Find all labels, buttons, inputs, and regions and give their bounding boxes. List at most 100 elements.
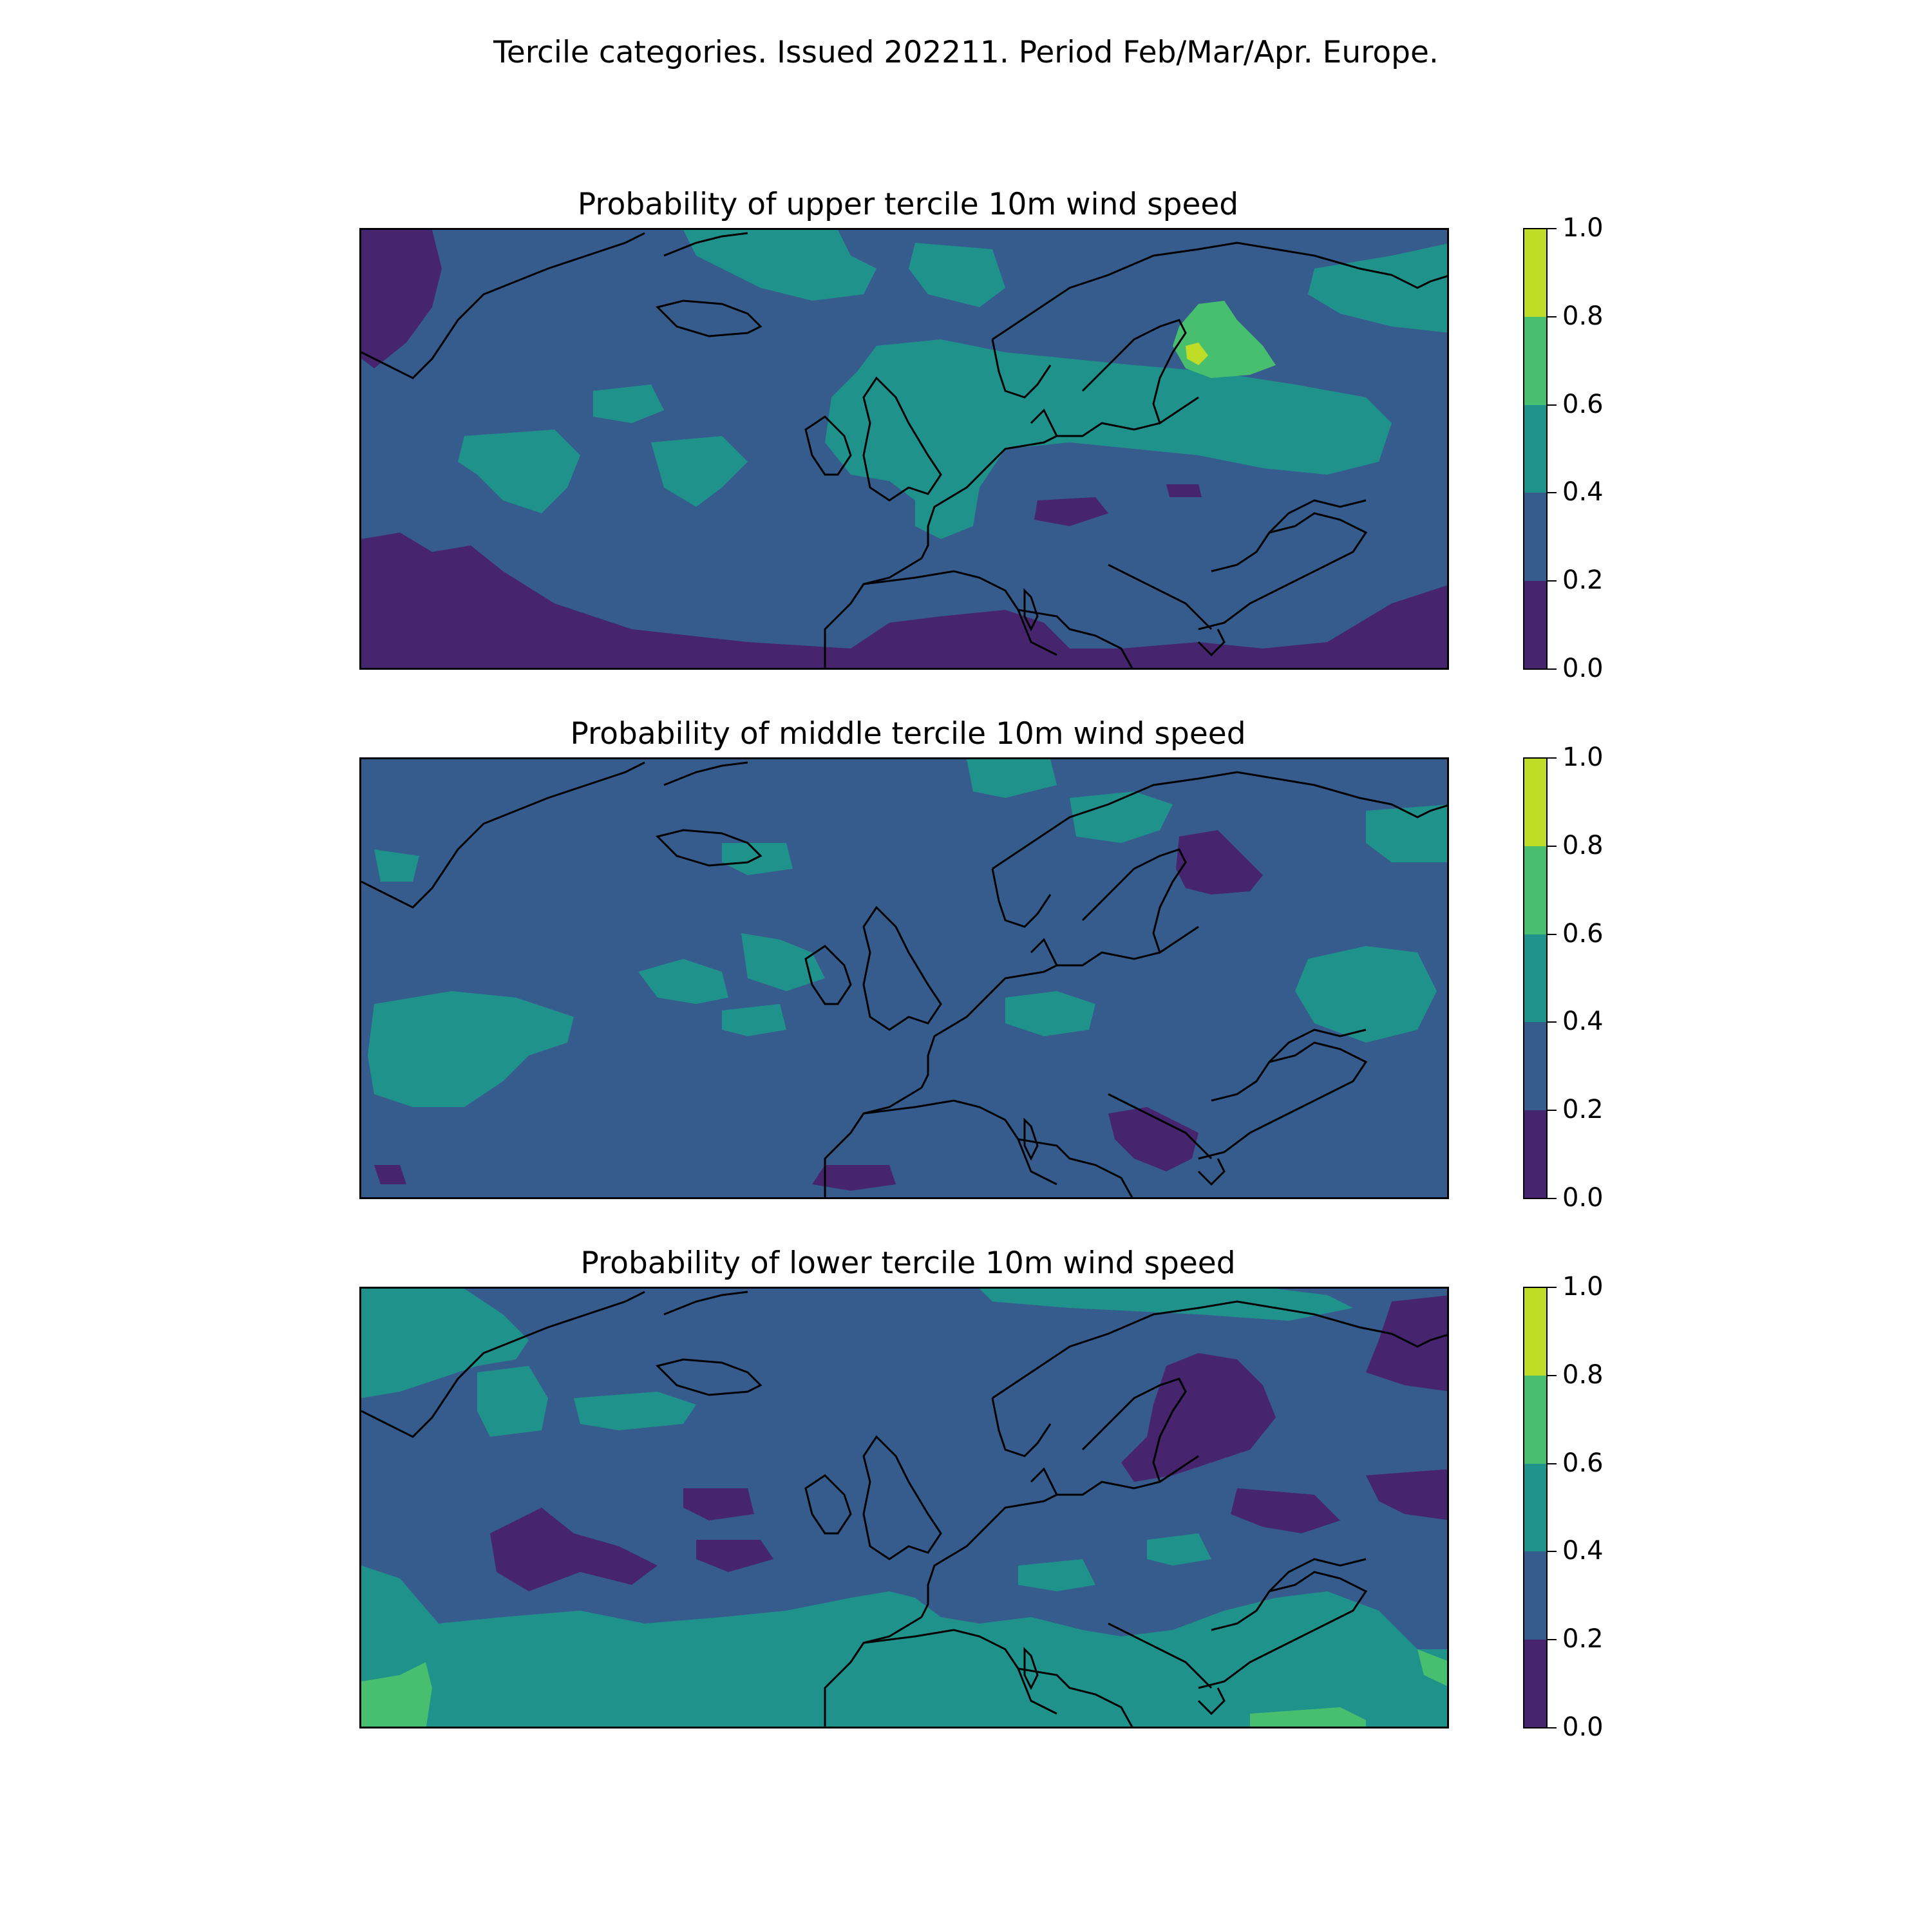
colorbar-segment — [1524, 404, 1546, 493]
panel-title: Probability of lower tercile 10m wind sp… — [580, 1245, 1236, 1281]
mid-prob-region — [1005, 991, 1095, 1036]
colorbar-tick-label: 0.0 — [1562, 1712, 1604, 1742]
colorbar-tick-label: 0.8 — [1562, 830, 1604, 860]
colorbar-tick — [1548, 228, 1557, 229]
low-prob-region — [1231, 1488, 1340, 1533]
mid-prob-region — [825, 339, 1392, 539]
colorbar-segment — [1524, 229, 1546, 317]
mid-prob-region — [477, 1366, 548, 1437]
colorbar — [1523, 1287, 1548, 1728]
high-prob-region — [1417, 1649, 1447, 1687]
middle-tercile-panel: Probability of middle tercile 10m wind s… — [0, 716, 1932, 1247]
colorbar-tick — [1548, 1639, 1557, 1641]
colorbar-segment — [1524, 1639, 1546, 1727]
map-svg — [361, 230, 1447, 668]
colorbar-tick-label: 0.2 — [1562, 1624, 1604, 1654]
mid-prob-region — [638, 959, 728, 1004]
mid-prob-region — [1295, 946, 1437, 1043]
mid-prob-region — [574, 1392, 696, 1430]
colorbar-segment — [1524, 1376, 1546, 1464]
colorbar-tick — [1548, 492, 1557, 494]
colorbar-tick-label: 0.6 — [1562, 1448, 1604, 1478]
mid-prob-region — [1018, 1559, 1095, 1591]
colorbar-tick — [1548, 1463, 1557, 1464]
low-prob-region — [1034, 497, 1108, 526]
colorbar-segment — [1524, 1551, 1546, 1640]
low-prob-region — [490, 1508, 658, 1591]
low-prob-region — [361, 230, 442, 368]
map-svg — [361, 759, 1447, 1197]
mid-prob-region — [722, 1004, 786, 1036]
mid-prob-region — [1070, 791, 1173, 843]
mid-prob-region — [458, 430, 580, 513]
colorbar-segment — [1524, 1110, 1546, 1198]
colorbar-segment — [1524, 493, 1546, 581]
colorbar-tick — [1548, 668, 1557, 670]
colorbar-tick-label: 0.0 — [1562, 1183, 1604, 1213]
map-svg — [361, 1289, 1447, 1727]
mid-prob-region — [361, 1289, 529, 1398]
colorbar-tick — [1548, 1287, 1557, 1288]
mid-prob-region — [1147, 1533, 1211, 1566]
colorbar-tick-label: 0.4 — [1562, 477, 1604, 507]
low-prob-region — [696, 1540, 773, 1572]
colorbar-segment — [1524, 759, 1546, 847]
colorbar-tick — [1548, 1110, 1557, 1112]
mid-prob-region — [683, 230, 876, 301]
mid-prob-region — [909, 243, 1005, 307]
mid-prob-region — [722, 843, 793, 875]
colorbar — [1523, 757, 1548, 1199]
mid-prob-region — [1308, 243, 1447, 333]
mid-prob-region — [368, 991, 574, 1107]
colorbar-segment — [1524, 580, 1546, 668]
lower-tercile-panel: Probability of lower tercile 10m wind sp… — [0, 1245, 1932, 1776]
low-prob-region — [683, 1488, 754, 1520]
colorbar-tick — [1548, 933, 1557, 935]
colorbar-tick — [1548, 757, 1557, 759]
colorbar-tick-label: 1.0 — [1562, 213, 1604, 243]
low-prob-region — [1176, 830, 1263, 895]
colorbar-tick-label: 1.0 — [1562, 1272, 1604, 1302]
panel-title: Probability of middle tercile 10m wind s… — [570, 716, 1246, 752]
colorbar-segment — [1524, 1463, 1546, 1552]
mid-prob-region — [593, 384, 664, 423]
low-prob-region — [1108, 1107, 1198, 1171]
mid-prob-region — [1366, 804, 1447, 862]
colorbar-tick — [1548, 1021, 1557, 1023]
colorbar-tick-label: 0.4 — [1562, 1007, 1604, 1037]
high-prob-region — [361, 1662, 432, 1727]
colorbar-tick — [1548, 1198, 1557, 1199]
colorbar-tick-label: 0.6 — [1562, 918, 1604, 949]
mid-prob-region — [361, 1566, 1447, 1727]
colorbar-tick-label: 0.8 — [1562, 301, 1604, 331]
low-prob-region — [361, 533, 1447, 668]
colorbar — [1523, 228, 1548, 670]
colorbar-tick-label: 0.0 — [1562, 654, 1604, 683]
colorbar-tick — [1548, 1374, 1557, 1376]
colorbar-tick-label: 0.2 — [1562, 1095, 1604, 1125]
colorbar-tick — [1548, 845, 1557, 847]
colorbar-tick — [1548, 580, 1557, 582]
mid-prob-region — [741, 933, 825, 991]
very-high-prob-region — [1186, 343, 1208, 365]
colorbar-segment — [1524, 317, 1546, 405]
probability-map — [359, 757, 1449, 1199]
coastline — [361, 761, 1447, 1197]
coastline — [361, 232, 1447, 668]
colorbar-tick — [1548, 404, 1557, 406]
probability-map — [359, 228, 1449, 670]
colorbar-segment — [1524, 1022, 1546, 1110]
colorbar-tick-label: 1.0 — [1562, 743, 1604, 772]
colorbar-tick — [1548, 1551, 1557, 1553]
colorbar-tick — [1548, 1727, 1557, 1728]
colorbar-segment — [1524, 934, 1546, 1023]
mid-prob-region — [980, 1289, 1353, 1321]
upper-tercile-panel: Probability of upper tercile 10m wind sp… — [0, 187, 1932, 717]
low-prob-region — [1366, 1295, 1447, 1392]
colorbar-tick-label: 0.6 — [1562, 389, 1604, 419]
mid-prob-region — [374, 849, 419, 882]
low-prob-region — [812, 1165, 896, 1191]
panel-title: Probability of upper tercile 10m wind sp… — [577, 187, 1239, 222]
colorbar-segment — [1524, 1288, 1546, 1376]
low-prob-region — [374, 1165, 406, 1184]
